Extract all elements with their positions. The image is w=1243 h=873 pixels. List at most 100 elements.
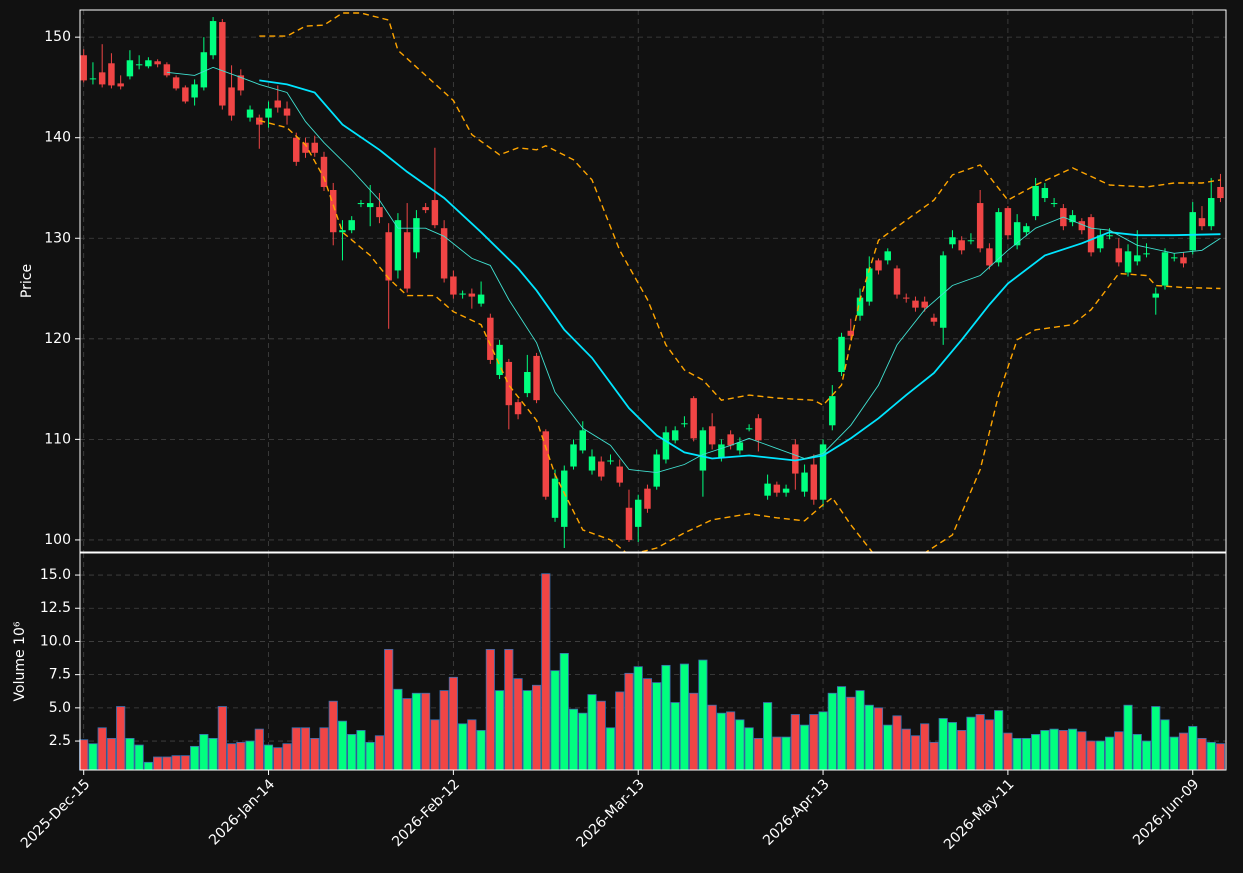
- candle-body: [126, 60, 134, 77]
- volume-bar: [273, 747, 283, 771]
- volume-bar: [134, 744, 144, 771]
- candle-body: [939, 255, 947, 328]
- volume-bar: [550, 670, 560, 771]
- volume-bar: [106, 737, 116, 771]
- candle-body: [773, 484, 781, 493]
- y-axis-label: Price: [19, 264, 35, 298]
- volume-bar: [1215, 743, 1226, 771]
- candle-body: [995, 212, 1002, 263]
- candle-body: [1217, 186, 1224, 199]
- candle-body: [440, 228, 448, 279]
- candle-body: [394, 220, 402, 271]
- volume-bar: [162, 756, 172, 771]
- candle-body: [579, 430, 586, 451]
- candle-body: [616, 466, 623, 483]
- volume-bar: [661, 664, 671, 771]
- candle-body: [681, 423, 688, 425]
- volume-bar: [337, 720, 348, 771]
- candle-body: [1013, 222, 1021, 246]
- candle-body: [644, 488, 651, 509]
- volume-bar: [485, 649, 495, 771]
- volume-bar: [707, 704, 717, 771]
- candle-body: [422, 207, 429, 211]
- volume-bar: [605, 727, 616, 771]
- volume-bar: [1049, 728, 1059, 771]
- volume-bar: [208, 737, 218, 771]
- candle-body: [755, 418, 762, 441]
- volume-bar: [910, 735, 921, 771]
- volume-bar: [374, 735, 384, 771]
- volume-bar: [190, 745, 200, 771]
- volume-bar: [559, 652, 569, 771]
- volume-bar: [809, 714, 819, 771]
- candle-body: [653, 454, 660, 487]
- volume-bar: [642, 678, 653, 771]
- candle-body: [986, 248, 993, 266]
- candle-body: [810, 464, 818, 500]
- x-tick-label: 2026-Jun-09: [1130, 776, 1202, 848]
- volume-bar: [1031, 734, 1041, 771]
- candle-body: [819, 444, 827, 500]
- volume-bar: [79, 739, 89, 771]
- volume-bar: [245, 740, 255, 771]
- candle-body: [1023, 226, 1030, 233]
- volume-bar: [125, 737, 135, 771]
- y-tick-label: 100: [44, 532, 71, 548]
- candle-body: [607, 460, 614, 462]
- candle-body: [1106, 235, 1113, 237]
- candle-body: [339, 230, 346, 233]
- volume-bar: [855, 690, 865, 771]
- candle-body: [265, 108, 272, 118]
- candle-body: [1004, 208, 1012, 236]
- candle-body: [976, 203, 984, 249]
- volume-bar: [800, 724, 810, 771]
- volume-bar: [1086, 740, 1096, 771]
- y-tick-label: 15.0: [40, 567, 71, 583]
- candle-body: [718, 444, 725, 458]
- volume-bar: [966, 716, 976, 771]
- volume-bar: [1151, 706, 1161, 771]
- candle-body: [293, 137, 300, 162]
- volume-bar: [984, 719, 994, 771]
- candle-body: [801, 472, 808, 492]
- y-tick-label: 140: [44, 130, 71, 146]
- candle-body: [949, 237, 956, 245]
- candle-body: [182, 87, 189, 102]
- volume-bar: [1068, 728, 1078, 771]
- y-tick-label: 12.5: [40, 600, 71, 616]
- candle-body: [1180, 257, 1187, 264]
- candle-body: [89, 78, 97, 80]
- volume-bar: [1058, 730, 1068, 771]
- volume-bar: [495, 690, 505, 771]
- candle-body: [514, 402, 522, 415]
- y-tick-label: 5.0: [49, 700, 71, 716]
- volume-bar: [753, 737, 763, 771]
- candle-body: [450, 276, 457, 295]
- volume-bar: [901, 728, 911, 771]
- volume-bar: [763, 702, 773, 771]
- candle-body: [496, 344, 503, 376]
- volume-bar: [836, 686, 847, 771]
- volume-bar: [781, 736, 791, 771]
- volume-bar: [143, 761, 153, 771]
- price-frame: [79, 9, 1227, 553]
- candle-body: [431, 200, 439, 226]
- volume-bar: [402, 698, 412, 771]
- candle-body: [320, 156, 328, 187]
- y-tick-label: 7.5: [49, 667, 71, 683]
- volume-bar: [476, 730, 486, 771]
- volume-bar: [1206, 741, 1216, 771]
- candle-body: [598, 461, 605, 477]
- candle-body: [219, 22, 226, 106]
- volume-bar: [726, 711, 736, 771]
- candle-body: [792, 444, 799, 474]
- volume-bar: [1160, 719, 1170, 771]
- y-axis-label: Volume 10⁶: [12, 621, 28, 701]
- candle-body: [209, 21, 217, 56]
- candle-body: [893, 268, 901, 295]
- candle-body: [1134, 255, 1141, 262]
- candle-body: [163, 64, 171, 76]
- candle-body: [662, 432, 670, 460]
- volume-bar: [319, 727, 329, 771]
- x-tick-label: 2026-Mar-13: [574, 776, 648, 850]
